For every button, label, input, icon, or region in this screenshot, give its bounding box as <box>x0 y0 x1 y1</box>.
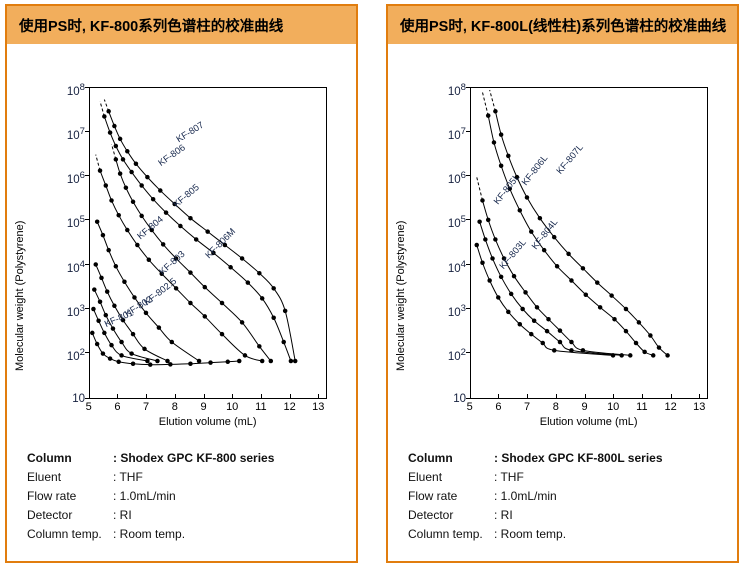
svg-text:KF-805L: KF-805L <box>491 172 521 206</box>
svg-text:KF-806L: KF-806L <box>519 153 549 187</box>
svg-text:KF-807: KF-807 <box>174 120 205 145</box>
svg-text:KF-804: KF-804 <box>135 214 165 241</box>
svg-text:KF-804L: KF-804L <box>529 217 559 251</box>
svg-text:KF-806: KF-806 <box>156 142 187 168</box>
svg-text:KF-803: KF-803 <box>157 249 186 277</box>
svg-text:KF-801: KF-801 <box>103 307 135 329</box>
svg-text:KF-807L: KF-807L <box>554 142 585 176</box>
svg-text:KF-805: KF-805 <box>171 182 201 209</box>
